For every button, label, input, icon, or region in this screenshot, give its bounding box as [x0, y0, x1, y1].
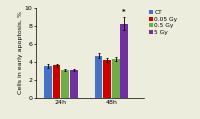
- Text: *: *: [122, 9, 126, 15]
- Bar: [44, 66, 52, 98]
- Y-axis label: Cells in early apoptosis, %: Cells in early apoptosis, %: [18, 11, 23, 94]
- Legend: CT, 0.05 Gy, 0.5 Gy, 5 Gy: CT, 0.05 Gy, 0.5 Gy, 5 Gy: [148, 10, 178, 35]
- Bar: [103, 60, 111, 98]
- Bar: [120, 23, 128, 98]
- Bar: [112, 59, 120, 98]
- Bar: [95, 56, 102, 98]
- Bar: [61, 70, 69, 98]
- Bar: [53, 65, 60, 98]
- Bar: [70, 70, 78, 98]
